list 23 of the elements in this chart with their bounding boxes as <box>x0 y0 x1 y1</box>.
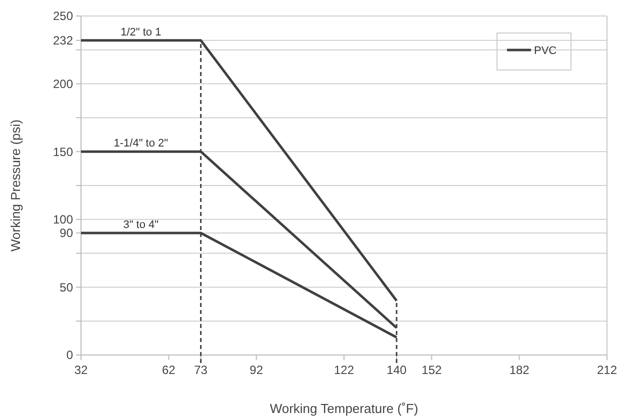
annotation: 1-1/4" to 2" <box>114 138 168 150</box>
x-tick-label: 152 <box>422 363 442 377</box>
annotation: 3" to 4" <box>123 218 159 231</box>
x-tick-label: 212 <box>596 363 618 377</box>
x-tick-label: 92 <box>250 363 264 377</box>
x-tick-label: 62 <box>162 363 176 377</box>
y-tick-label: 50 <box>60 280 74 294</box>
y-tick-label: 150 <box>52 144 74 159</box>
y-axis-title: Working Pressure (psi) <box>8 120 23 252</box>
y-tick-label: 232 <box>52 34 74 48</box>
y-tick-label: 200 <box>52 77 74 91</box>
annotation: 1/2" to 1 <box>120 26 162 38</box>
y-tick-label: 90 <box>60 226 74 240</box>
legend-label: PVC <box>534 45 557 57</box>
y-tick-label: 100 <box>52 212 74 227</box>
x-tick-label: 73 <box>194 363 208 377</box>
x-tick-label: 122 <box>334 363 354 377</box>
x-tick-label: 182 <box>509 363 530 377</box>
y-tick-label: 0 <box>66 348 74 362</box>
y-tick-label: 250 <box>52 9 74 24</box>
x-tick-label: 32 <box>74 363 88 377</box>
x-tick-label: 140 <box>386 363 407 377</box>
x-axis-title: Working Temperature (˚F) <box>270 401 418 416</box>
